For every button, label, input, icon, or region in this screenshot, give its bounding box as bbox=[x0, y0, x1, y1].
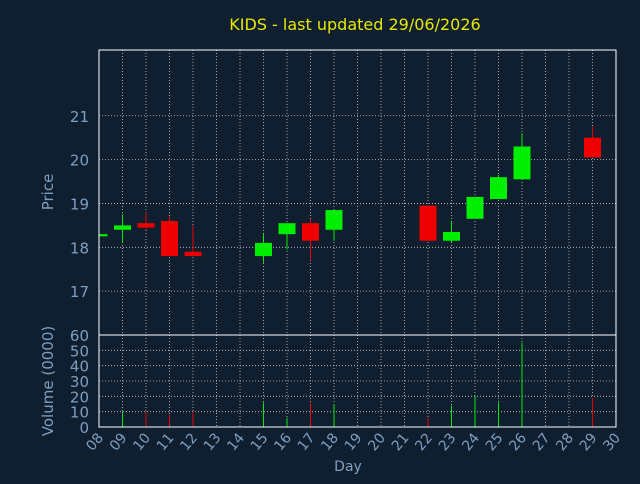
price-tick-label: 17 bbox=[70, 283, 89, 301]
volume-bar bbox=[498, 402, 499, 427]
x-tick-label: 12 bbox=[177, 430, 201, 454]
candle-body bbox=[278, 223, 296, 235]
price-tick-label: 18 bbox=[70, 239, 89, 257]
candle-body bbox=[584, 137, 601, 158]
candle-body bbox=[466, 196, 484, 219]
volume-tick-label: 0 bbox=[79, 419, 89, 437]
x-tick-label: 15 bbox=[248, 430, 272, 454]
x-tick-label: 16 bbox=[271, 430, 295, 454]
volume-bar bbox=[310, 402, 311, 427]
candle-body bbox=[161, 221, 178, 257]
volume-bar bbox=[145, 411, 147, 427]
x-tick-label: 13 bbox=[201, 430, 225, 454]
x-tick-label: 18 bbox=[318, 430, 342, 454]
x-axis-label: Day bbox=[334, 459, 362, 475]
candle-body bbox=[137, 223, 155, 228]
volume-bar bbox=[192, 411, 194, 427]
x-tick-label: 23 bbox=[436, 430, 460, 454]
candle-body bbox=[513, 146, 531, 180]
x-tick-label: 11 bbox=[154, 430, 178, 454]
x-tick-label: 09 bbox=[107, 430, 131, 454]
price-grid bbox=[98, 50, 617, 335]
volume-bar bbox=[474, 396, 476, 427]
candle-body bbox=[302, 223, 319, 241]
candle-body bbox=[443, 231, 460, 241]
x-tick-label: 10 bbox=[130, 430, 154, 454]
candle-body bbox=[99, 234, 108, 237]
volume-tick-label: 60 bbox=[70, 327, 89, 345]
price-tick-label: 21 bbox=[70, 108, 89, 126]
chart-title: KIDS - last updated 29/06/2026 bbox=[229, 15, 480, 34]
volume-tick-label: 20 bbox=[70, 388, 89, 406]
volume-axis-label: Volume (0000) bbox=[39, 326, 57, 436]
x-tick-label: 14 bbox=[224, 430, 248, 454]
candle-body bbox=[419, 205, 437, 241]
volume-bar bbox=[521, 342, 523, 427]
volume-bar bbox=[427, 417, 429, 427]
x-tick-label: 24 bbox=[459, 430, 483, 454]
candle-body bbox=[325, 210, 343, 230]
x-tick-label: 20 bbox=[365, 430, 389, 454]
volume-bar bbox=[451, 405, 452, 427]
x-tick-label: 21 bbox=[389, 430, 413, 454]
x-tick-label: 26 bbox=[506, 430, 530, 454]
price-axis-label: Price bbox=[39, 174, 57, 211]
candle-body bbox=[184, 251, 202, 257]
x-tick-label: 29 bbox=[577, 430, 601, 454]
volume-tick-label: 30 bbox=[70, 373, 89, 391]
volume-tick-label: 40 bbox=[70, 358, 89, 376]
volume-grid bbox=[98, 334, 617, 428]
x-tick-label: 17 bbox=[295, 430, 319, 454]
x-ticks: 08 09 10 11 12 13 14 15 16 17 18 19 20 21 22 23 24 25 26 27… bbox=[83, 430, 624, 454]
x-tick-label: 19 bbox=[342, 430, 366, 454]
x-tick-label: 30 bbox=[600, 430, 624, 454]
volume-bar bbox=[169, 414, 170, 427]
price-candles bbox=[98, 126, 601, 263]
x-tick-label: 25 bbox=[483, 430, 507, 454]
x-tick-label: 28 bbox=[553, 430, 577, 454]
volume-bars bbox=[122, 342, 593, 427]
price-tick-label: 20 bbox=[70, 152, 89, 170]
price-y-ticks: 17 18 19 20 21 bbox=[70, 108, 89, 301]
x-tick-label: 27 bbox=[530, 430, 554, 454]
volume-panel-frame bbox=[98, 334, 617, 428]
volume-bar bbox=[333, 404, 335, 427]
volume-tick-label: 50 bbox=[70, 342, 89, 360]
candle-body bbox=[490, 177, 507, 200]
volume-tick-label: 10 bbox=[70, 404, 89, 422]
candle-body bbox=[114, 225, 131, 230]
volume-bar bbox=[263, 402, 264, 427]
price-tick-label: 19 bbox=[70, 195, 89, 213]
volume-bar bbox=[122, 411, 123, 427]
volume-bar bbox=[592, 397, 593, 427]
x-tick-label: 22 bbox=[412, 430, 436, 454]
volume-bar bbox=[286, 417, 288, 427]
candle-body bbox=[255, 242, 272, 257]
